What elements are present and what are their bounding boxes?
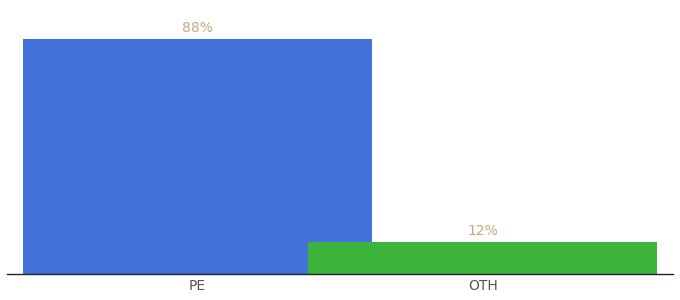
Text: 12%: 12%: [467, 224, 498, 238]
Text: 88%: 88%: [182, 21, 213, 35]
Bar: [23, 39, 372, 274]
Bar: [308, 242, 657, 274]
